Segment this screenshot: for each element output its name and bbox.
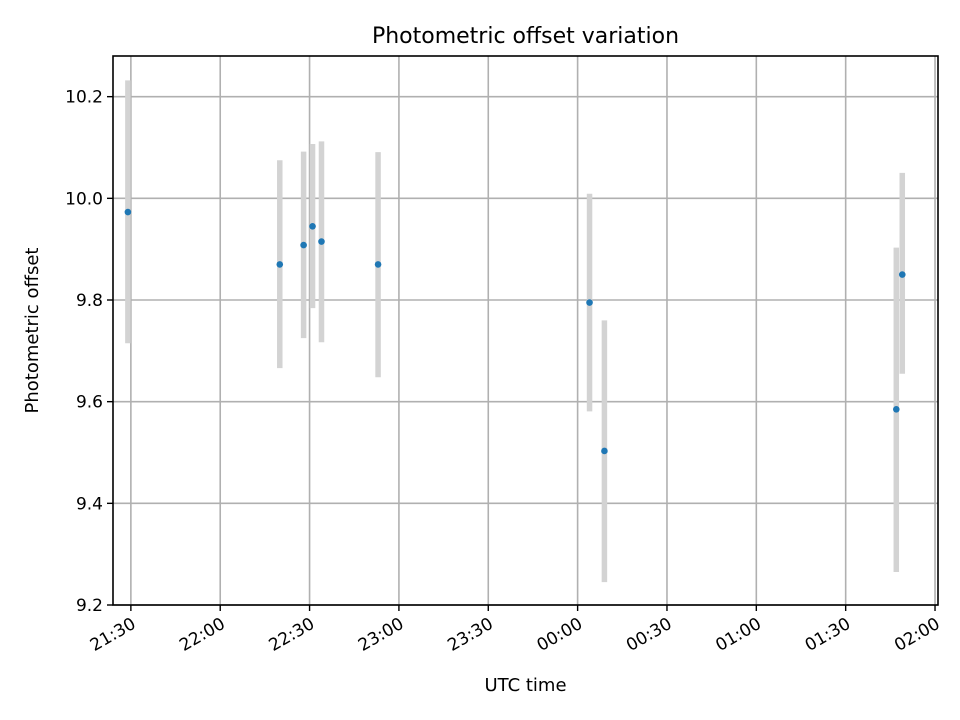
data-point — [898, 271, 906, 278]
error-bars — [125, 80, 906, 583]
data-point — [124, 208, 132, 216]
data-point — [586, 299, 593, 306]
y-tick-label: 9.8 — [76, 291, 103, 311]
grid-lines — [113, 56, 938, 606]
x-axis-label: UTC time — [484, 675, 566, 696]
data-point — [318, 238, 325, 245]
x-tick-label: 21:30 — [87, 614, 139, 656]
chart-title: Photometric offset variation — [372, 24, 679, 49]
x-tick-label: 22:30 — [266, 614, 318, 656]
y-tick-label: 10.0 — [65, 189, 103, 209]
y-tick-label: 9.6 — [76, 393, 103, 413]
x-tick-label: 02:00 — [891, 614, 943, 656]
y-axis-label: Photometric offset — [22, 248, 43, 414]
data-point — [276, 261, 284, 268]
x-tick-label: 23:30 — [444, 614, 496, 656]
y-tick-label: 10.2 — [65, 88, 103, 108]
data-point — [309, 222, 316, 230]
x-tick-label: 00:30 — [623, 614, 675, 656]
data-points — [124, 208, 906, 455]
x-tick-label: 01:30 — [802, 614, 854, 656]
x-tick-label: 00:00 — [534, 614, 586, 656]
plot-frame — [112, 55, 939, 606]
data-point — [893, 405, 900, 413]
x-tick-label: 01:00 — [712, 614, 764, 656]
y-tick-label: 9.2 — [76, 596, 103, 616]
x-tick-label: 23:00 — [355, 614, 407, 656]
data-point — [601, 447, 608, 455]
axis-ticks: 21:30 22:00 22:30 23:00 23:30 00:00 00:30 01:00… — [65, 88, 943, 656]
x-tick-label: 22:00 — [176, 614, 228, 656]
y-tick-label: 9.4 — [76, 494, 103, 514]
data-point — [374, 261, 382, 268]
data-point — [300, 241, 307, 249]
